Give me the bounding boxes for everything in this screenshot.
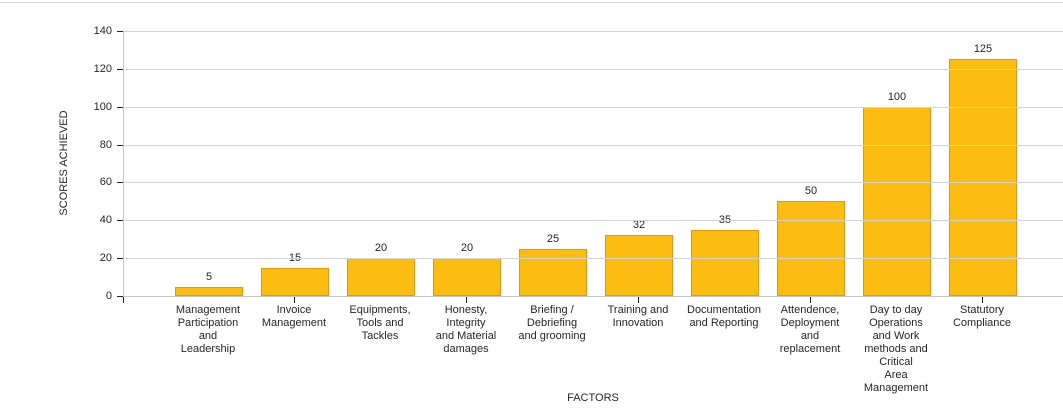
y-axis-tick-label: 60 xyxy=(99,176,112,188)
x-axis-tick xyxy=(638,297,639,303)
gridline xyxy=(124,145,1063,146)
y-axis-tick xyxy=(117,258,123,259)
bar-value-label: 125 xyxy=(973,43,993,56)
y-axis-tick-label: 80 xyxy=(99,139,112,151)
bar-slot: 20 xyxy=(424,31,510,303)
window-top-border xyxy=(0,2,1063,3)
bar[interactable] xyxy=(691,229,759,296)
y-axis-tick xyxy=(117,31,123,32)
category-label: Briefing / Debriefing and grooming xyxy=(518,304,586,342)
bar[interactable] xyxy=(347,258,415,296)
bar[interactable] xyxy=(863,106,931,296)
bar-value-label: 35 xyxy=(718,213,732,226)
y-axis-tick xyxy=(117,296,123,297)
bar[interactable] xyxy=(175,286,243,296)
y-axis-tick-label: 40 xyxy=(99,214,112,226)
x-axis-tick xyxy=(466,297,467,303)
bar[interactable] xyxy=(519,248,587,296)
category-label: Statutory Compliance xyxy=(952,304,1012,329)
x-axis-tick xyxy=(982,297,983,303)
bar-slot: 20 xyxy=(338,31,424,296)
bar-value-label: 20 xyxy=(460,242,474,255)
plot-area: 5 15 20 20 25 32 35 50 100 125 xyxy=(117,31,1063,303)
gridline xyxy=(124,220,1063,221)
category-label: Documentation and Reporting xyxy=(687,304,761,329)
y-axis-tick-label: 140 xyxy=(93,25,112,37)
x-axis-tick xyxy=(294,297,295,303)
category-label: Management Participation and Leadership xyxy=(175,304,241,355)
y-axis-tick-label: 0 xyxy=(105,290,112,302)
bar-value-label: 20 xyxy=(374,242,388,255)
category-label: Equipments, Tools and Tackles xyxy=(349,304,411,342)
bar-value-label: 50 xyxy=(804,185,818,198)
y-axis-tick-label: 100 xyxy=(93,101,112,113)
bar-slot: 25 xyxy=(510,31,596,296)
y-axis-tick xyxy=(117,145,123,146)
bar-series: 5 15 20 20 25 32 35 50 100 125 xyxy=(124,31,1063,303)
bar-value-label: 100 xyxy=(887,90,907,103)
bar[interactable] xyxy=(777,201,845,296)
gridline xyxy=(124,182,1063,183)
category-label: Honesty, Integrity and Material damages xyxy=(435,304,497,355)
x-axis-origin-tick xyxy=(123,297,124,303)
bar-slot: 32 xyxy=(596,31,682,303)
category-label: Day to day Operations and Work methods a… xyxy=(863,304,929,394)
y-axis-tick xyxy=(117,69,123,70)
bar-slot: 125 xyxy=(940,31,1026,303)
y-axis-tick xyxy=(117,220,123,221)
bar[interactable] xyxy=(261,267,329,296)
bar-slot: 100 xyxy=(854,31,940,296)
y-axis-tick-labels: 0 20 40 60 80 100 120 140 xyxy=(0,25,112,302)
bar-value-label: 32 xyxy=(632,219,646,232)
y-axis-tick-label: 120 xyxy=(93,63,112,75)
category-label: Invoice Management xyxy=(261,304,327,329)
bar-value-label: 5 xyxy=(205,270,213,283)
category-label: Attendence, Deployment and replacement xyxy=(779,304,841,355)
bar-slot: 15 xyxy=(252,31,338,303)
x-axis-category-labels: Management Participation and Leadership I… xyxy=(123,304,1063,395)
y-axis-tick xyxy=(117,107,123,108)
bar[interactable] xyxy=(949,59,1017,296)
y-axis-tick-label: 20 xyxy=(99,252,112,264)
x-axis-title: FACTORS xyxy=(567,392,619,404)
bar-slot: 50 xyxy=(768,31,854,303)
x-axis-tick xyxy=(810,297,811,303)
bar-slot: 35 xyxy=(682,31,768,296)
y-axis-tick xyxy=(117,182,123,183)
gridline xyxy=(124,69,1063,70)
bar-value-label: 15 xyxy=(288,251,302,264)
bar[interactable] xyxy=(433,258,501,296)
gridline xyxy=(124,107,1063,108)
gridline xyxy=(124,258,1063,259)
gridline xyxy=(124,31,1063,32)
bar[interactable] xyxy=(605,235,673,296)
bar-value-label: 25 xyxy=(546,232,560,245)
category-label: Training and Innovation xyxy=(607,304,669,329)
bar-slot: 5 xyxy=(166,31,252,296)
